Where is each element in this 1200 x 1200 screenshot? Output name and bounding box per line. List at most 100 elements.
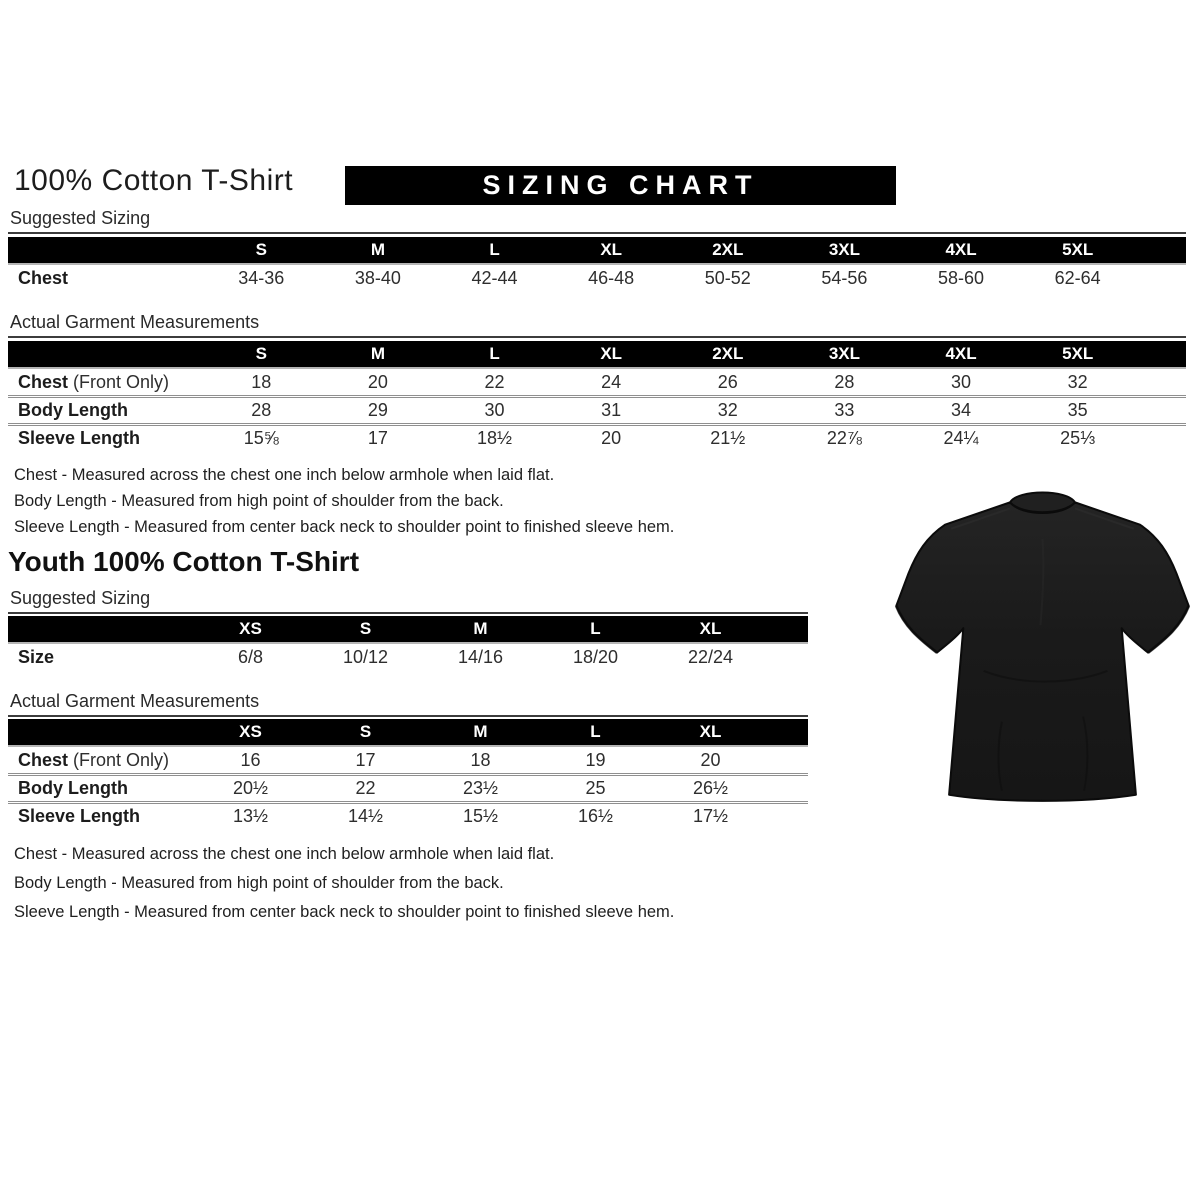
row-label: Chest <box>8 268 203 289</box>
cell: 14½ <box>347 806 384 826</box>
cell: 29 <box>367 400 388 420</box>
column-header-xs: XS <box>239 722 262 741</box>
cell: 31 <box>601 400 622 420</box>
cell: 25⅓ <box>1060 428 1096 448</box>
youth-actual-measurements-table: XS S M L XL Chest (Front Only) 16 17 18 … <box>8 719 808 829</box>
cell: 17 <box>355 749 376 770</box>
table-row-size: Size 6/8 10/12 14/16 18/20 22/24 <box>8 642 808 670</box>
cell: 34-36 <box>238 267 285 288</box>
youth-suggested-sizing-table: XS S M L XL Size 6/8 10/12 14/16 18/20 2… <box>8 616 808 670</box>
adult-measurement-notes: Chest - Measured across the chest one in… <box>14 462 674 540</box>
row-label-text: Sleeve Length <box>18 806 141 826</box>
column-header-xl: XL <box>600 344 623 363</box>
table-row-body-length: Body Length 28 29 30 31 32 33 34 35 <box>8 395 1186 423</box>
column-header-xs: XS <box>239 619 262 638</box>
cell: 6/8 <box>237 646 264 667</box>
table-row-chest: Chest (Front Only) 18 20 22 24 26 28 30 … <box>8 367 1186 395</box>
column-header-l: L <box>590 619 601 638</box>
column-header-2xl: 2XL <box>712 344 744 363</box>
row-label-text: Body Length <box>18 778 128 798</box>
row-label-text: Body Length <box>18 400 128 420</box>
adult-suggested-sizing-table: S M L XL 2XL 3XL 4XL 5XL Chest 34-36 38-… <box>8 237 1186 291</box>
table-header-row: XS S M L XL <box>8 616 808 642</box>
cell: 22/24 <box>687 646 734 667</box>
row-label-text: Chest <box>18 749 69 770</box>
cell: 32 <box>1067 371 1088 392</box>
cell: 20½ <box>232 778 269 798</box>
cell: 35 <box>1067 400 1088 420</box>
column-header-3xl: 3XL <box>828 344 861 363</box>
cell: 46-48 <box>588 267 635 288</box>
cell: 14/16 <box>457 646 504 667</box>
cell: 30 <box>951 371 972 392</box>
column-header-2xl: 2XL <box>712 240 744 259</box>
note-sleeve: Sleeve Length - Measured from center bac… <box>14 903 675 921</box>
adult-actual-measurements-label: Actual Garment Measurements <box>8 312 1186 338</box>
youth-section-title: Youth 100% Cotton T-Shirt <box>8 546 360 577</box>
row-label: Sleeve Length <box>8 428 203 449</box>
cell: 38-40 <box>354 267 401 288</box>
cell: 18/20 <box>572 646 619 667</box>
column-header-m: M <box>370 240 386 259</box>
adult-suggested-sizing-label: Suggested Sizing <box>8 208 1186 234</box>
table-row-chest: Chest (Front Only) 16 17 18 19 20 <box>8 745 808 773</box>
cell: 21½ <box>710 428 746 448</box>
table-header-row: S M L XL 2XL 3XL 4XL 5XL <box>8 341 1186 367</box>
cell: 22 <box>484 371 505 392</box>
black-tshirt-graphic <box>894 491 1191 802</box>
row-label-text: Chest <box>18 267 69 288</box>
column-header-l: L <box>489 344 500 363</box>
column-header-4xl: 4XL <box>945 344 977 363</box>
table-header-row: XS S M L XL <box>8 719 808 745</box>
cell: 30 <box>484 400 505 420</box>
cell: 22 <box>355 778 376 798</box>
cell: 10/12 <box>342 646 389 667</box>
row-label: Body Length <box>8 400 203 421</box>
row-label: Body Length <box>8 778 193 799</box>
column-header-l: L <box>590 722 601 741</box>
cell: 24¼ <box>943 428 979 448</box>
table-row-sleeve-length: Sleeve Length 15⅝ 17 18½ 20 21½ 22⅞ 24¼ … <box>8 423 1186 451</box>
cell: 33 <box>834 400 855 420</box>
row-label: Size <box>8 647 193 668</box>
cell: 20 <box>601 428 622 448</box>
cell: 18½ <box>477 428 513 448</box>
row-label-text: Sleeve Length <box>18 428 141 448</box>
column-header-4xl: 4XL <box>945 240 977 259</box>
cell: 50-52 <box>704 267 751 288</box>
sizing-chart-banner: SIZING CHART <box>345 166 896 205</box>
column-header-xl: XL <box>699 722 722 741</box>
note-chest: Chest - Measured across the chest one in… <box>14 845 555 863</box>
youth-actual-measurements-label: Actual Garment Measurements <box>8 691 808 717</box>
cell: 26½ <box>692 778 729 798</box>
column-header-s: S <box>255 240 267 259</box>
cell: 42-44 <box>471 267 518 288</box>
cell: 18 <box>251 371 272 392</box>
youth-suggested-sizing-label: Suggested Sizing <box>8 588 808 614</box>
column-header-m: M <box>370 344 386 363</box>
note-chest: Chest - Measured across the chest one in… <box>14 466 555 484</box>
adult-actual-measurements-table: S M L XL 2XL 3XL 4XL 5XL Chest (Front On… <box>8 341 1186 451</box>
cell: 54-56 <box>821 267 868 288</box>
cell: 16 <box>240 749 261 770</box>
table-header-row: S M L XL 2XL 3XL 4XL 5XL <box>8 237 1186 263</box>
cell: 16½ <box>577 806 614 826</box>
row-label-text: Size <box>18 646 55 667</box>
cell: 28 <box>251 400 272 420</box>
column-header-m: M <box>473 722 488 741</box>
cell: 17 <box>367 428 388 448</box>
cell: 22⅞ <box>826 428 862 448</box>
column-header-xl: XL <box>600 240 623 259</box>
cell: 58-60 <box>938 267 985 288</box>
row-label-suffix: (Front Only) <box>68 371 170 392</box>
column-header-l: L <box>489 240 500 259</box>
cell: 24 <box>601 371 622 392</box>
table-row-body-length: Body Length 20½ 22 23½ 25 26½ <box>8 773 808 801</box>
cell: 18 <box>470 749 491 770</box>
cell: 17½ <box>692 806 729 826</box>
youth-measurement-notes: Chest - Measured across the chest one in… <box>14 840 674 927</box>
table-row-sleeve-length: Sleeve Length 13½ 14½ 15½ 16½ 17½ <box>8 801 808 829</box>
cell: 32 <box>717 400 738 420</box>
cell: 19 <box>585 749 606 770</box>
